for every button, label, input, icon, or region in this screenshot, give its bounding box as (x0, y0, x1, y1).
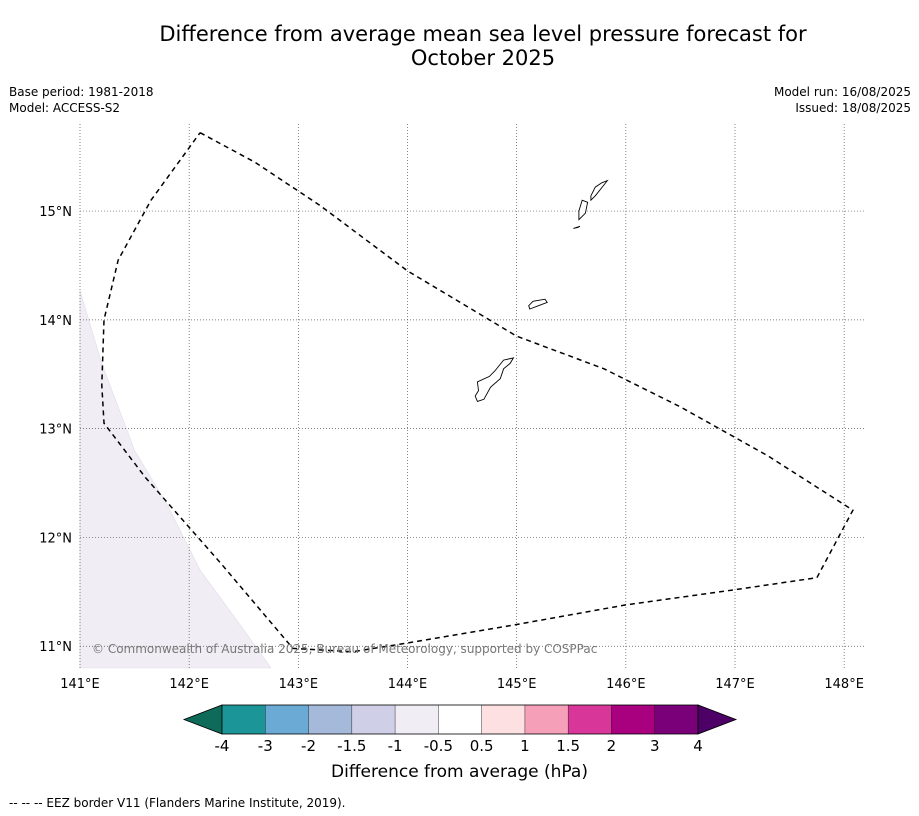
meta-left: Base period: 1981-2018 Model: ACCESS-S2 (9, 84, 154, 116)
island-rota (528, 298, 548, 310)
x-tick-label: 141°E (60, 677, 100, 692)
island-guam (474, 357, 515, 402)
title-line-1: Difference from average mean sea level p… (159, 22, 807, 46)
island-saipan (590, 179, 609, 202)
model-run: Model run: 16/08/2025 (773, 85, 911, 99)
colorbar-tick-label: -0.5 (424, 737, 453, 755)
colorbar-bin-2 (308, 705, 352, 734)
x-tick-label: 143°E (279, 677, 319, 692)
copyright-text: © Commonwealth of Australia 2025, Bureau… (92, 642, 597, 656)
y-tick-label: 12°N (39, 531, 72, 546)
colorbar-bin-9 (611, 705, 655, 734)
colorbar-bin-0 (222, 705, 266, 734)
colorbar-tick-label: -4 (215, 737, 230, 755)
colorbar-tick-label: 2 (607, 737, 617, 755)
colorbar-tick-label: 3 (650, 737, 660, 755)
x-tick-label: 142°E (169, 677, 209, 692)
colorbar-tick-label: -3 (258, 737, 273, 755)
colorbar-label: Difference from average (hPa) (331, 762, 588, 782)
anomaly-region (79, 290, 272, 669)
colorbar-tick-label: -1 (388, 737, 403, 755)
x-tick-label: 148°E (824, 677, 864, 692)
colorbar-extend-high (697, 704, 738, 735)
island-tinian (578, 199, 589, 221)
colorbar-tick-label: 1 (520, 737, 530, 755)
colorbar-bin-3 (351, 705, 396, 734)
x-tick-label: 144°E (388, 677, 428, 692)
x-tick-label: 146°E (606, 677, 646, 692)
x-tick-label: 145°E (497, 677, 537, 692)
base-period: Base period: 1981-2018 (9, 85, 154, 99)
colorbar-bin-4 (395, 705, 439, 734)
y-tick-label: 14°N (39, 314, 72, 329)
x-tick-label: 147°E (715, 677, 755, 692)
colorbar-tick-label: -1.5 (337, 737, 366, 755)
meta-right: Model run: 16/08/2025 Issued: 18/08/2025 (774, 84, 911, 116)
y-tick-label: 13°N (39, 423, 72, 438)
colorbar-bin-8 (568, 705, 612, 734)
island-aguijan (573, 225, 581, 229)
eez-legend-note: -- -- -- EEZ border V11 (Flanders Marine… (9, 796, 346, 810)
colorbar-extend-low (182, 704, 223, 735)
y-tick-label: 15°N (39, 205, 72, 220)
colorbar-bin-1 (265, 705, 309, 734)
model-name: Model: ACCESS-S2 (9, 101, 121, 115)
colorbar-bin-5 (438, 705, 482, 734)
colorbar-tick-label: 0.5 (470, 737, 494, 755)
colorbar-bin-7 (524, 705, 569, 734)
colorbar-tick-label: -2 (301, 737, 316, 755)
colorbar-frame (221, 704, 699, 735)
colorbar-tick-label: 1.5 (556, 737, 580, 755)
issued-date: Issued: 18/08/2025 (795, 101, 911, 115)
eez-border (101, 132, 854, 653)
map-chart: 141°E 142°E 143°E 144°E 145°E 146°E 147°E 148°E… (39, 124, 866, 755)
colorbar-bin-6 (481, 705, 525, 734)
colorbar-tick-label: 4 (693, 737, 703, 755)
chart-title: Difference from average mean sea level p… (0, 22, 919, 70)
colorbar-bin-10 (654, 705, 698, 734)
title-line-2: October 2025 (410, 46, 556, 70)
y-tick-label: 11°N (39, 640, 72, 655)
